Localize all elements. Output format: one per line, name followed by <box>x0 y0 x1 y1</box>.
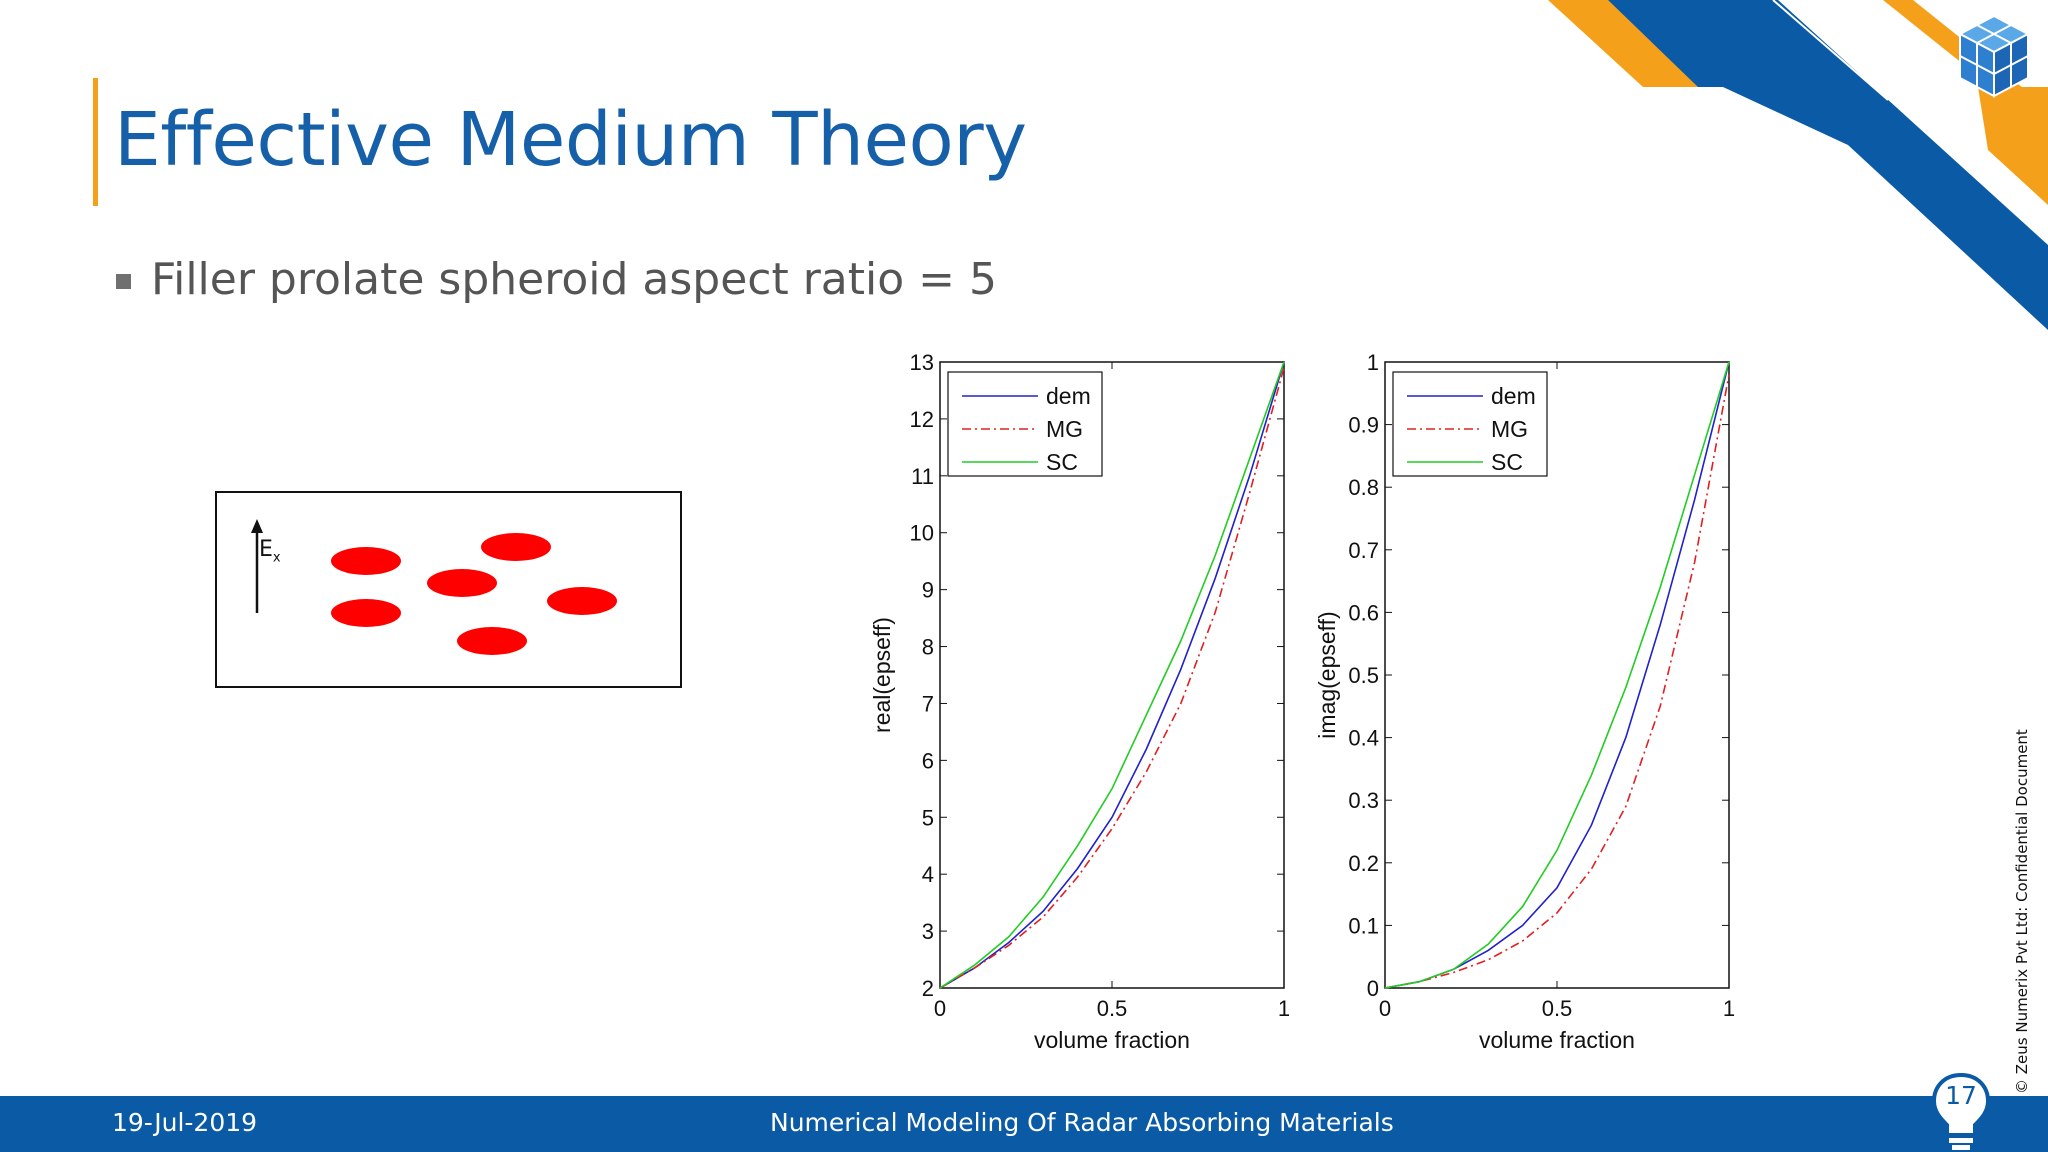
cube-logo-icon <box>1957 14 2031 98</box>
y-tick-label: 0.1 <box>1348 913 1379 938</box>
footer-title: Numerical Modeling Of Radar Absorbing Ma… <box>770 1108 1394 1137</box>
y-tick-label: 0.2 <box>1348 851 1379 876</box>
title-accent-bar <box>93 78 98 206</box>
field-label: Ex <box>259 537 281 566</box>
footer-bar: 19-Jul-2019 Numerical Modeling Of Radar … <box>0 1096 2048 1152</box>
legend-box <box>1392 371 1548 477</box>
x-tick-label: 0 <box>934 996 946 1021</box>
bullet-text: Filler prolate spheroid aspect ratio = 5 <box>151 254 997 305</box>
y-tick-label: 0.9 <box>1348 413 1379 438</box>
page-title: Effective Medium Theory <box>114 97 1027 183</box>
x-tick-label: 1 <box>1278 996 1290 1021</box>
inclusion-diagram: Ex <box>215 491 682 688</box>
legend-label: dem <box>1046 383 1091 409</box>
y-tick-label: 9 <box>922 578 934 603</box>
inclusion-ellipse <box>331 547 401 575</box>
series-line-sc <box>939 361 1285 989</box>
y-tick-label: 10 <box>910 521 934 546</box>
y-tick-label: 7 <box>922 691 934 716</box>
y-tick-label: 2 <box>922 976 934 1001</box>
y-tick-label: 1 <box>1367 350 1379 375</box>
page-number: 17 <box>1945 1081 1977 1110</box>
y-tick-label: 3 <box>922 919 934 944</box>
y-tick-label: 12 <box>910 407 934 432</box>
y-tick-label: 0 <box>1367 976 1379 1001</box>
y-tick-label: 0.3 <box>1348 788 1379 813</box>
inclusion-ellipse <box>457 627 527 655</box>
legend-label: SC <box>1491 449 1523 475</box>
confidential-note: © Zeus Numerix Pvt Ltd: Confidential Doc… <box>2013 729 2031 1094</box>
y-tick-label: 13 <box>910 350 934 375</box>
x-tick-label: 0 <box>1379 996 1391 1021</box>
y-axis-label: imag(epseff) <box>1314 611 1340 738</box>
legend-label: dem <box>1491 383 1536 409</box>
footer-date: 19-Jul-2019 <box>112 1108 258 1137</box>
y-tick-label: 0.7 <box>1348 538 1379 563</box>
y-axis-label: real(epseff) <box>869 617 895 733</box>
series-line-mg <box>1384 374 1730 989</box>
y-tick-label: 8 <box>922 635 934 660</box>
y-tick-label: 4 <box>922 862 934 887</box>
inclusion-ellipse <box>331 599 401 627</box>
x-tick-label: 0.5 <box>1542 996 1573 1021</box>
x-axis-label: volume fraction <box>1034 1027 1190 1053</box>
x-axis-label: volume fraction <box>1479 1027 1635 1053</box>
series-line-sc <box>1384 361 1730 989</box>
y-tick-label: 0.6 <box>1348 600 1379 625</box>
imag-epseff-chart: 0 0.1 0.2 0.3 0.4 0.5 0.6 0.7 0.8 0.9 1 0 0.5 1 volume… <box>1314 350 1735 1053</box>
legend-label: SC <box>1046 449 1078 475</box>
y-tick-label: 5 <box>922 805 934 830</box>
x-tick-label: 1 <box>1723 996 1735 1021</box>
legend-label: MG <box>1491 416 1528 442</box>
field-arrow-icon <box>251 519 263 613</box>
series-line-mg <box>939 367 1285 989</box>
legend-label: MG <box>1046 416 1083 442</box>
bullet-square-icon <box>116 273 131 289</box>
x-tick-label: 0.5 <box>1097 996 1128 1021</box>
inclusion-ellipse <box>481 533 551 561</box>
y-tick-label: 11 <box>911 464 934 489</box>
inclusion-ellipse <box>427 569 497 597</box>
lightbulb-badge-icon <box>1931 1072 1991 1150</box>
y-tick-label: 0.5 <box>1348 663 1379 688</box>
real-epseff-chart: 2 3 4 5 6 7 8 9 10 11 12 13 0 0.5 1 volume fraction real… <box>869 350 1290 1053</box>
y-tick-label: 0.8 <box>1348 475 1379 500</box>
inclusion-ellipse <box>547 587 617 615</box>
legend-box <box>947 371 1103 477</box>
y-tick-label: 0.4 <box>1348 726 1379 751</box>
y-tick-label: 6 <box>922 748 934 773</box>
series-line-dem <box>939 361 1285 989</box>
bullet-item: Filler prolate spheroid aspect ratio = 5 <box>116 252 997 308</box>
